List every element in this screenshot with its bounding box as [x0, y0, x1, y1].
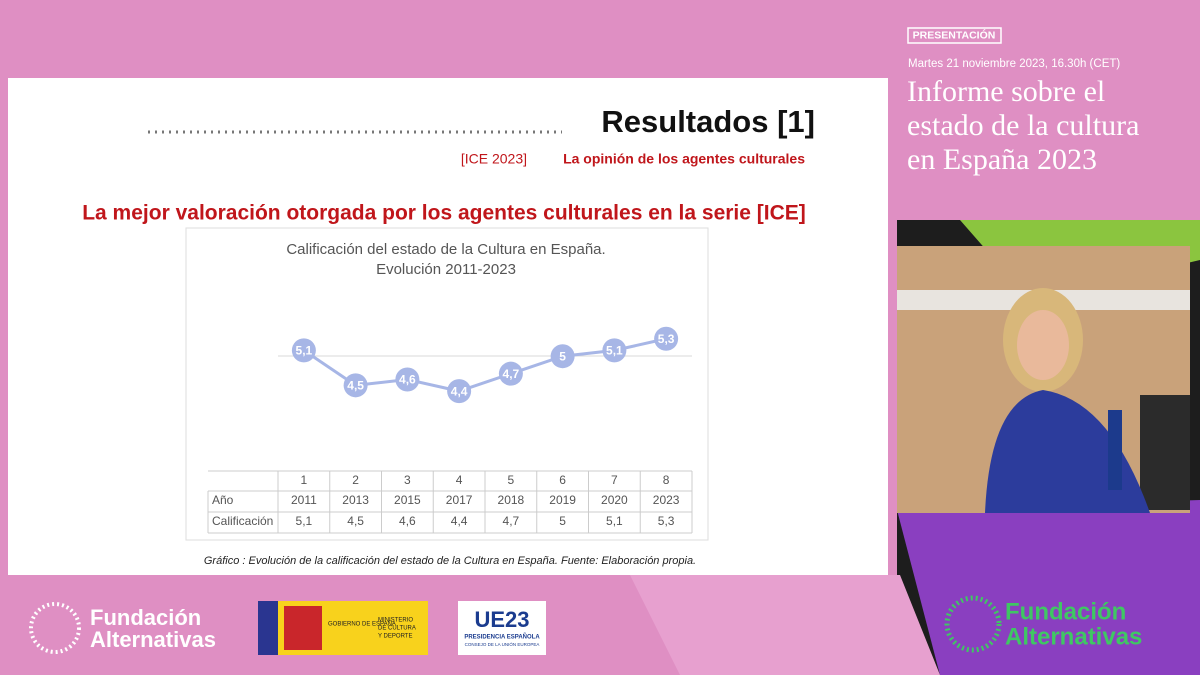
slide-tag: [ICE 2023]: [461, 151, 527, 167]
table-cell: 5,1: [606, 514, 623, 528]
data-point: [550, 344, 575, 369]
table-cell: 3: [404, 473, 411, 487]
table-cell: 4: [456, 473, 463, 487]
data-point: [498, 361, 523, 386]
table-cell: 5: [559, 514, 566, 528]
logo-text: Y DEPORTE: [378, 634, 412, 640]
logo-text: Fundación: [90, 605, 201, 630]
table-cell: 4,4: [451, 514, 468, 528]
data-label: 5,1: [296, 344, 313, 358]
table-cell: 2015: [394, 493, 421, 507]
table-cell: 2023: [653, 493, 680, 507]
logo-text: Alternativas: [90, 627, 216, 652]
table-cell: 5: [508, 473, 515, 487]
table-cell: 2017: [446, 493, 473, 507]
slide-subtitle: La opinión de los agentes culturales: [563, 151, 805, 167]
chart-title: Evolución 2011-2023: [376, 261, 516, 278]
data-point: [602, 338, 627, 363]
row-label: Calificación: [212, 514, 273, 528]
data-label: 4,7: [503, 367, 520, 381]
row-label: Año: [212, 493, 234, 507]
table-cell: 5,1: [296, 514, 313, 528]
table-cell: 2013: [342, 493, 369, 507]
table-cell: 2018: [498, 493, 525, 507]
data-point: [447, 379, 472, 404]
table-cell: 4,6: [399, 514, 416, 528]
logo-text: PRESIDENCIA ESPAÑOLA: [464, 634, 540, 641]
pink-shape: [630, 575, 940, 675]
logo-icon: [29, 602, 81, 654]
table-cell: 2019: [549, 493, 576, 507]
table-cell: 2: [352, 473, 359, 487]
data-point: [291, 338, 316, 363]
data-label: 4,5: [347, 378, 364, 392]
logo-text: Alternativas: [1005, 623, 1142, 650]
caption: Gráfico : Evolución de la calificación d…: [204, 555, 696, 567]
purple-shape: [897, 500, 1200, 675]
gov-eu: [258, 601, 278, 655]
headline: La mejor valoración otorgada por los age…: [82, 202, 806, 225]
data-point: [343, 373, 368, 398]
chart-title: Calificación del estado de la Cultura en…: [286, 241, 605, 258]
event-title: Informe sobre el: [907, 75, 1105, 108]
logo-icon: [944, 595, 1002, 653]
table-cell: 2020: [601, 493, 628, 507]
data-label: 5: [559, 349, 566, 363]
table-cell: 4,5: [347, 514, 364, 528]
table-cell: 2011: [291, 493, 317, 507]
badge: PRESENTACIÓN: [913, 28, 996, 41]
table-cell: 5,3: [658, 514, 675, 528]
data-point: [654, 326, 679, 351]
table-cell: 1: [301, 473, 308, 487]
date: Martes 21 noviembre 2023, 16.30h (CET): [908, 58, 1120, 70]
event-title: estado de la cultura: [907, 109, 1139, 142]
logo-text: GOBIERNO DE ESPAÑA: [328, 621, 396, 628]
data-point: [395, 367, 420, 392]
logo-text: Fundación: [1005, 598, 1126, 625]
gov-shield: [284, 606, 322, 650]
video-flag: [1108, 410, 1122, 490]
data-label: 5,1: [606, 344, 623, 358]
ue-logo: [458, 601, 546, 655]
logo-text: MINISTERIO: [378, 618, 413, 624]
logo-text: CONSEJO DE LA UNIÓN EUROPEA: [465, 641, 540, 647]
badge-box: [907, 27, 1002, 44]
data-label: 4,6: [399, 373, 416, 387]
table-cell: 8: [663, 473, 670, 487]
video-face: [1017, 310, 1069, 380]
chart-frame: [185, 227, 709, 541]
logo-text: DE CULTURA: [378, 626, 416, 632]
table-cell: 7: [611, 473, 618, 487]
event-title: en España 2023: [907, 143, 1097, 176]
data-label: 5,3: [658, 332, 675, 346]
logo-text: UE23: [474, 607, 529, 632]
video-chair: [1140, 395, 1190, 510]
table-cell: 4,7: [503, 514, 520, 528]
table-cell: 6: [559, 473, 566, 487]
data-label: 4,4: [451, 384, 468, 398]
slide-title: Resultados [1]: [601, 104, 815, 139]
